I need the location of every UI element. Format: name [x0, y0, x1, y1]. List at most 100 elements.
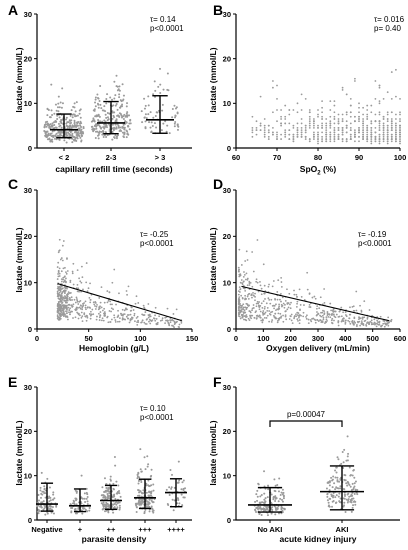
data-point — [94, 101, 97, 104]
data-point — [48, 500, 51, 503]
data-point — [354, 503, 357, 506]
data-point — [282, 314, 284, 317]
data-point — [46, 477, 49, 480]
data-point — [67, 318, 69, 321]
data-point — [286, 302, 289, 305]
data-point — [386, 138, 389, 140]
data-point — [113, 80, 116, 83]
data-point — [127, 285, 130, 288]
data-point — [40, 492, 43, 495]
data-point — [167, 319, 169, 322]
data-point — [113, 316, 116, 319]
data-point — [58, 249, 61, 252]
data-point — [143, 306, 146, 309]
data-point — [333, 129, 336, 132]
data-point — [370, 138, 373, 140]
data-point — [128, 321, 131, 324]
data-point — [151, 319, 154, 322]
data-point — [249, 316, 252, 318]
x-tick-label: 200 — [284, 334, 297, 343]
data-point — [110, 307, 113, 310]
data-point — [242, 303, 245, 306]
data-point — [329, 109, 332, 111]
data-point — [120, 312, 122, 315]
data-point — [136, 315, 139, 318]
data-point — [57, 95, 60, 98]
data-point — [308, 118, 311, 120]
data-point — [68, 292, 71, 295]
data-point — [332, 475, 335, 478]
data-point — [86, 493, 89, 496]
data-point — [150, 505, 153, 508]
data-point — [399, 133, 401, 136]
y-tick-label: 0 — [28, 325, 32, 334]
data-point — [107, 511, 110, 514]
data-point — [46, 135, 49, 138]
data-point — [352, 323, 355, 326]
data-point — [243, 315, 246, 318]
data-point — [129, 309, 132, 312]
data-point — [71, 310, 73, 313]
data-point — [276, 97, 278, 100]
data-point — [378, 142, 381, 145]
data-point — [100, 107, 103, 110]
data-point — [241, 305, 243, 307]
data-point — [97, 114, 100, 117]
data-point — [390, 118, 393, 120]
data-point — [280, 118, 282, 120]
data-point — [123, 113, 126, 116]
data-point — [144, 113, 147, 116]
data-point — [340, 462, 343, 465]
data-point — [153, 80, 156, 83]
data-point — [118, 492, 121, 495]
data-point — [318, 307, 321, 310]
data-point — [263, 305, 266, 308]
data-point — [300, 131, 303, 134]
data-point — [353, 320, 356, 323]
data-point — [70, 511, 73, 514]
data-point — [336, 480, 339, 483]
y-tick-label: 10 — [223, 278, 231, 287]
data-point — [237, 290, 240, 292]
data-point — [333, 111, 336, 114]
category-label: > 3 — [155, 153, 166, 162]
data-point — [265, 317, 268, 319]
data-point — [349, 127, 352, 129]
data-point — [81, 308, 84, 311]
data-point — [278, 303, 281, 306]
data-point — [346, 484, 349, 487]
data-point — [107, 509, 110, 512]
data-point — [307, 322, 310, 325]
data-point — [369, 320, 372, 323]
data-point — [60, 130, 63, 133]
data-point — [329, 140, 332, 143]
data-point — [332, 492, 335, 495]
data-point — [81, 512, 84, 515]
data-point — [382, 131, 385, 134]
data-point — [118, 93, 121, 96]
data-point — [340, 320, 343, 323]
data-point — [280, 281, 283, 283]
data-point — [333, 315, 336, 318]
data-point — [142, 500, 145, 503]
data-point — [57, 122, 60, 125]
y-tick-label: 0 — [227, 144, 231, 153]
data-point — [75, 101, 78, 104]
data-point — [289, 307, 292, 310]
data-point — [83, 497, 86, 500]
data-point — [238, 273, 241, 276]
data-point — [354, 131, 356, 134]
data-point — [40, 471, 43, 474]
data-point — [144, 127, 147, 130]
data-point — [178, 326, 181, 329]
data-point — [337, 324, 340, 327]
data-point — [129, 119, 132, 122]
data-point — [374, 138, 377, 140]
data-point — [59, 306, 62, 309]
data-point — [245, 302, 248, 305]
data-point — [133, 314, 136, 317]
data-point — [57, 270, 60, 273]
data-point — [374, 113, 377, 116]
data-point — [337, 113, 340, 116]
data-point — [37, 508, 40, 511]
